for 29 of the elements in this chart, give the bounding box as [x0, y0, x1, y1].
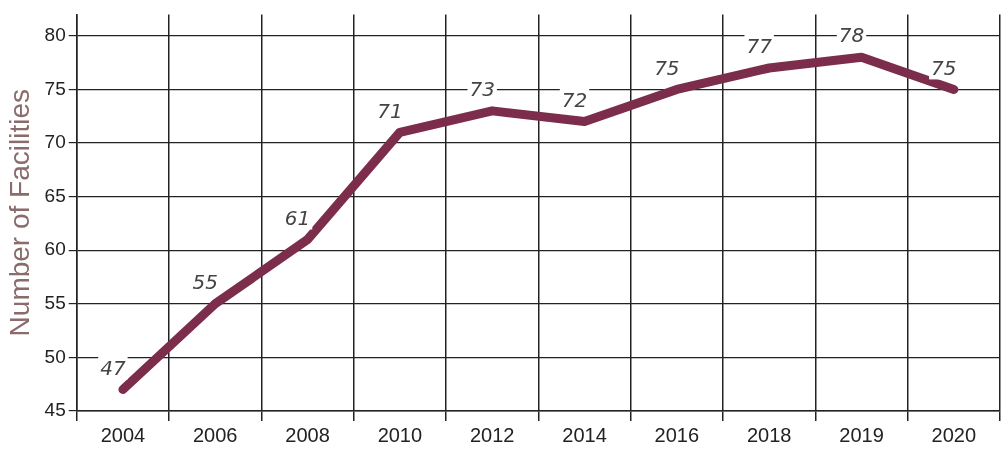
x-tick-label: 2020: [931, 423, 977, 446]
y-tick-label: 80: [44, 24, 66, 46]
data-label: 71: [377, 98, 403, 123]
data-label: 61: [284, 205, 311, 230]
data-label: 73: [469, 77, 495, 102]
x-tick-label: 2019: [839, 423, 884, 446]
x-tick-label: 2012: [469, 423, 515, 446]
y-axis-title: Number of Facilities: [3, 89, 35, 337]
x-tick-label: 2008: [285, 423, 330, 446]
data-label: 75: [654, 55, 680, 80]
x-tick-label: 2016: [654, 423, 700, 446]
x-tick-label: 2014: [562, 423, 607, 446]
y-tick-label: 75: [44, 77, 66, 99]
data-label: 77: [746, 34, 773, 59]
data-label: 72: [561, 87, 588, 112]
x-tick-label: 2006: [192, 423, 238, 446]
y-tick-label: 60: [44, 238, 66, 260]
x-tick-label: 2010: [377, 423, 423, 446]
y-tick-label: 55: [44, 292, 66, 314]
data-label: 55: [192, 270, 218, 295]
x-tick-label: 2018: [746, 423, 792, 446]
data-label: 75: [931, 55, 957, 80]
y-tick-label: 50: [44, 345, 66, 367]
y-tick-label: 65: [44, 184, 66, 206]
y-tick-label: 45: [44, 399, 66, 421]
y-tick-label: 70: [44, 131, 66, 153]
x-tick-label: 2004: [100, 423, 146, 446]
data-label: 78: [838, 23, 865, 48]
data-label: 47: [100, 355, 126, 380]
